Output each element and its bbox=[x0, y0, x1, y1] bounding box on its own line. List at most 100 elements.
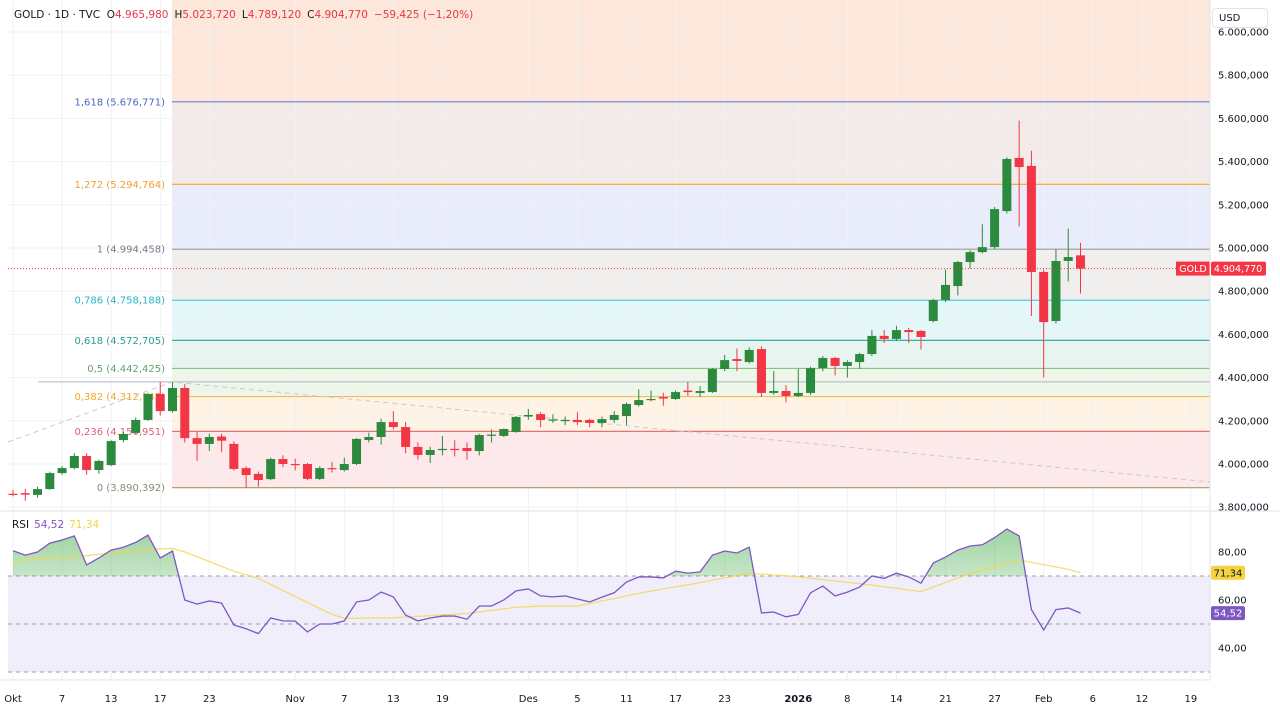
time-axis: Okt 7 13 17 23 Nov 7 13 19 Des 5 11 17 23 2026 8 14 21 27 F… bbox=[0, 679, 1210, 705]
candle-body bbox=[990, 209, 1000, 248]
candle bbox=[769, 371, 779, 395]
candle bbox=[327, 461, 337, 473]
candle-body bbox=[131, 419, 141, 433]
price-tick-label: 5.000,000 bbox=[1218, 244, 1269, 255]
candle-body bbox=[57, 468, 67, 474]
candle-body bbox=[1051, 260, 1061, 322]
open-value: 4.965,980 bbox=[115, 9, 169, 21]
candle bbox=[45, 471, 55, 490]
candle-body bbox=[204, 437, 214, 444]
price-tick-label: 4.400,000 bbox=[1218, 373, 1269, 384]
candle bbox=[904, 327, 914, 344]
candle-body bbox=[253, 473, 263, 480]
candle-body bbox=[437, 448, 447, 451]
candle-body bbox=[609, 414, 619, 420]
candle bbox=[315, 466, 325, 481]
candle-body bbox=[695, 390, 705, 393]
price-tick-label: 4.600,000 bbox=[1218, 330, 1269, 341]
candle bbox=[781, 385, 791, 403]
candle-body bbox=[855, 354, 865, 363]
candle-body bbox=[413, 446, 423, 455]
time-tick-label: 23 bbox=[718, 694, 731, 705]
candle bbox=[1014, 120, 1024, 227]
rsi-ma-value: 71,34 bbox=[69, 519, 100, 531]
candle bbox=[523, 408, 533, 420]
rsi-tag-label: 54,52 bbox=[1214, 609, 1243, 620]
price-tick-label: 5.400,000 bbox=[1218, 157, 1269, 168]
fib-zone-0.382 bbox=[172, 368, 1210, 397]
time-tick-label: 2026 bbox=[784, 694, 812, 705]
candle bbox=[928, 298, 938, 323]
time-tick-label: Feb bbox=[1035, 694, 1053, 705]
candle bbox=[658, 392, 668, 406]
candle-body bbox=[462, 448, 472, 452]
candle-body bbox=[671, 392, 681, 399]
candle bbox=[155, 381, 165, 416]
candle bbox=[953, 260, 963, 296]
time-tick-label: Nov bbox=[285, 694, 305, 705]
rsi-tick-label: 80,00 bbox=[1218, 548, 1247, 559]
candle bbox=[450, 440, 460, 457]
candle-body bbox=[977, 247, 987, 253]
candle-body bbox=[155, 394, 165, 412]
symbol-tag-label: GOLD bbox=[1179, 264, 1206, 275]
candle bbox=[1051, 249, 1061, 324]
candle-body bbox=[192, 438, 202, 444]
candle-body bbox=[82, 456, 92, 471]
candle bbox=[695, 386, 705, 398]
candle-body bbox=[33, 489, 43, 495]
candle bbox=[842, 360, 852, 378]
candle bbox=[622, 402, 631, 426]
candle bbox=[253, 471, 263, 487]
candle-body bbox=[499, 429, 509, 436]
candle bbox=[1026, 150, 1036, 317]
rsi-ma-line bbox=[12, 547, 1081, 619]
candle-body bbox=[302, 464, 312, 479]
time-tick-label: 21 bbox=[939, 694, 952, 705]
candle-body bbox=[597, 419, 607, 423]
candle bbox=[82, 453, 92, 475]
time-tick-label: Okt bbox=[4, 694, 22, 705]
price-tick-label: 4.000,000 bbox=[1218, 460, 1269, 471]
candle bbox=[180, 384, 190, 443]
candle bbox=[1075, 242, 1085, 294]
candle-body bbox=[229, 443, 239, 469]
candle bbox=[20, 488, 30, 501]
candle bbox=[401, 421, 411, 454]
candle-body bbox=[241, 468, 251, 476]
candle bbox=[499, 428, 509, 437]
candle bbox=[560, 416, 570, 426]
candle-body bbox=[732, 359, 742, 361]
candle-body bbox=[511, 416, 521, 433]
candle bbox=[990, 206, 1000, 250]
fib-level-label: 1,618 (5.676,771) bbox=[74, 97, 165, 108]
candle-body bbox=[487, 434, 497, 436]
candle-body bbox=[756, 349, 766, 393]
candle bbox=[425, 446, 435, 463]
candle-body bbox=[928, 300, 938, 322]
candle bbox=[867, 330, 877, 356]
time-tick-label: 17 bbox=[154, 694, 167, 705]
candle bbox=[388, 411, 398, 430]
candle-body bbox=[720, 360, 730, 369]
time-tick-label: 6 bbox=[1090, 694, 1096, 705]
candle-body bbox=[1075, 255, 1085, 269]
time-tick-label: 13 bbox=[105, 694, 118, 705]
candle bbox=[437, 435, 447, 456]
fib-level-label: 0 (3.890,392) bbox=[97, 483, 165, 494]
candle-body bbox=[830, 357, 840, 366]
candle bbox=[548, 414, 558, 423]
currency-button[interactable]: USD bbox=[1212, 8, 1268, 28]
candle bbox=[793, 368, 803, 398]
candle bbox=[217, 433, 227, 453]
candle-body bbox=[818, 357, 828, 369]
candle-body bbox=[953, 262, 963, 287]
price-axis: 6.000,000 5.800,000 5.600,000 5.400,000 5.20… bbox=[1209, 0, 1269, 680]
candle-body bbox=[180, 387, 190, 439]
candle bbox=[474, 433, 484, 456]
candle bbox=[204, 433, 214, 452]
current-price-label: 4.904,770 bbox=[1214, 264, 1262, 275]
time-tick-label: 23 bbox=[203, 694, 216, 705]
candle-body bbox=[1039, 271, 1049, 323]
